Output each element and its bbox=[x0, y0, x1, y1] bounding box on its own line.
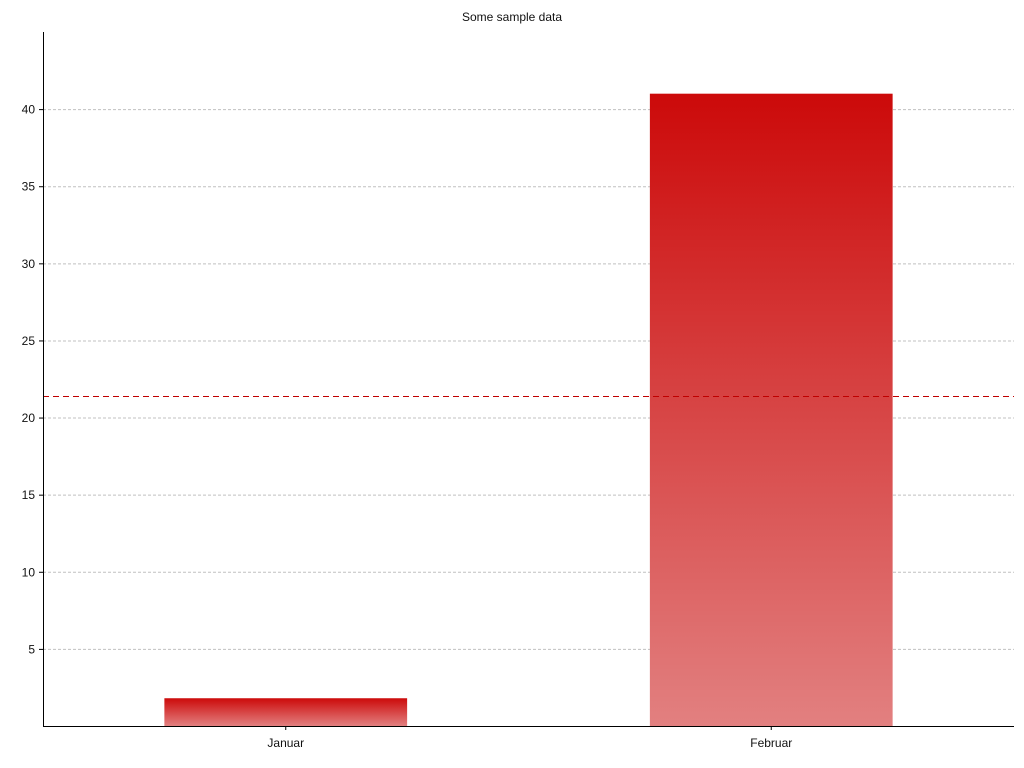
chart-title: Some sample data bbox=[462, 10, 562, 24]
y-tick-labels: 5 10 15 20 25 30 35 40 bbox=[22, 103, 43, 656]
y-tick-label: 15 bbox=[22, 488, 36, 502]
grid-lines bbox=[43, 109, 1014, 650]
y-tick-label: 35 bbox=[22, 180, 36, 194]
axes bbox=[43, 32, 1014, 727]
y-tick-label: 10 bbox=[22, 565, 36, 579]
y-tick-label: 25 bbox=[22, 334, 36, 348]
bar bbox=[164, 698, 408, 726]
y-tick-label: 30 bbox=[22, 257, 36, 271]
bars bbox=[164, 93, 893, 726]
y-tick-label: 5 bbox=[28, 642, 35, 656]
bar bbox=[649, 93, 893, 726]
x-tick-label: Februar bbox=[750, 736, 792, 750]
x-tick-label: Januar bbox=[267, 736, 304, 750]
x-tick-labels: Januar Februar bbox=[267, 726, 792, 750]
y-tick-label: 40 bbox=[22, 103, 36, 117]
y-tick-label: 20 bbox=[22, 411, 36, 425]
